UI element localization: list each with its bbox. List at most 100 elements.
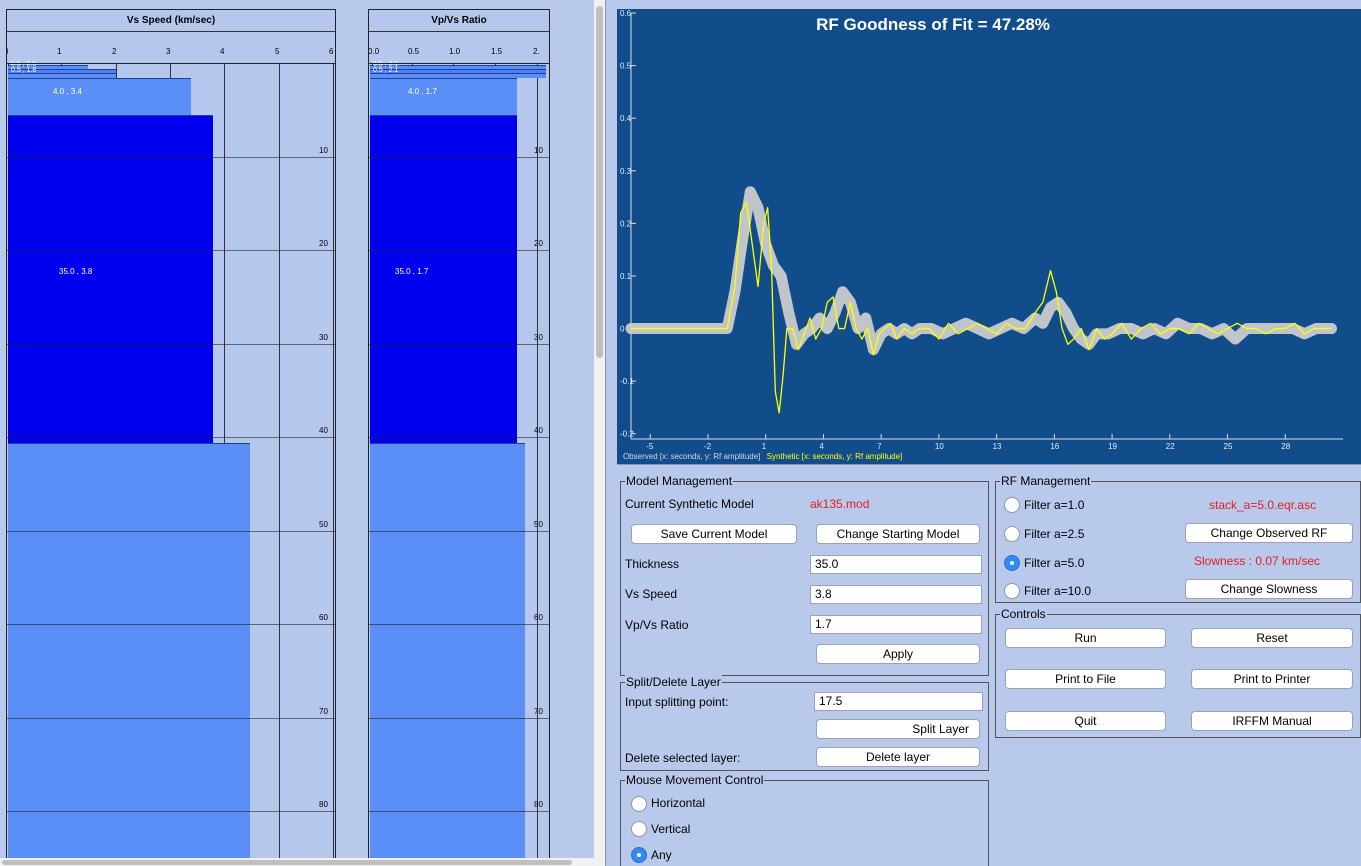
current-model-label: Current Synthetic Model — [625, 497, 754, 511]
depth-tick-label: 80 — [534, 800, 543, 809]
legend-synthetic: Synthetic [x: seconds, y: Rf amplitude] — [766, 452, 903, 461]
depth-grid-line — [369, 437, 549, 438]
y-tick-label: -0.1 — [620, 377, 634, 386]
model-layer[interactable] — [370, 442, 525, 865]
any-radio[interactable] — [631, 847, 647, 863]
any-option-label[interactable]: Any — [651, 848, 672, 862]
x-tick-label: 0.5 — [408, 47, 420, 56]
thin-layer-label: 0.5 , 2.0 — [11, 61, 37, 68]
stack-file-label: stack_a=5.0.eqr.asc — [1209, 498, 1317, 512]
x-tick-label: 6 — [329, 47, 334, 56]
mouse-control-group: Mouse Movement Control Horizontal Vertic… — [620, 773, 989, 866]
x-tick-label: 2 — [112, 47, 117, 56]
depth-tick-label: 70 — [534, 706, 543, 716]
thin-layer-label: 0.5 , 2.1 — [373, 61, 399, 68]
run-button[interactable]: Run — [1005, 628, 1166, 648]
current-model-value: ak135.mod — [810, 497, 870, 511]
vs-speed-field[interactable]: 3.8 — [810, 585, 982, 604]
depth-grid-line — [7, 624, 335, 625]
print-to-file-button[interactable]: Print to File — [1005, 669, 1166, 689]
split-layer-button[interactable]: Split Layer — [816, 719, 980, 739]
depth-grid-line — [7, 437, 335, 438]
vertical-radio[interactable] — [631, 821, 647, 837]
scrollbar-thumb[interactable] — [596, 6, 603, 358]
save-model-button[interactable]: Save Current Model — [631, 524, 797, 544]
depth-tick-label: 20 — [319, 239, 328, 248]
depth-tick-label: 50 — [319, 519, 328, 529]
scrollbar-thumb[interactable] — [2, 860, 572, 865]
model-layer[interactable] — [8, 442, 250, 865]
x-tick-label: 2. — [533, 47, 540, 56]
filter-2-5-radio[interactable] — [1004, 526, 1020, 542]
filter-10-label[interactable]: Filter a=10.0 — [1024, 584, 1092, 598]
depth-tick-label: 10 — [534, 145, 543, 155]
change-starting-model-button[interactable]: Change Starting Model — [816, 524, 980, 544]
splitting-point-field[interactable]: 17.5 — [814, 692, 983, 711]
model-layer[interactable] — [370, 73, 546, 78]
apply-button[interactable]: Apply — [816, 644, 980, 664]
depth-grid-line — [369, 156, 549, 158]
layer-label: 35.0 , 1.7 — [395, 267, 429, 276]
change-slowness-button[interactable]: Change Slowness — [1185, 579, 1353, 599]
thickness-field[interactable]: 35.0 — [810, 555, 982, 574]
x-tick-label: -5 — [646, 442, 654, 451]
depth-tick-label: 70 — [319, 706, 328, 716]
filter-5-radio[interactable] — [1004, 555, 1020, 571]
vs-speed-title: Vs Speed (km/sec) — [7, 10, 335, 32]
horizontal-radio[interactable] — [631, 796, 647, 812]
model-management-group: Model Management Current Synthetic Model… — [620, 474, 989, 676]
split-pane-divider[interactable] — [605, 0, 617, 866]
model-layer[interactable] — [8, 73, 116, 78]
reset-button[interactable]: Reset — [1191, 628, 1353, 648]
depth-grid-line — [7, 250, 335, 251]
x-tick-label: 4 — [819, 442, 824, 451]
filter-10-radio[interactable] — [1004, 583, 1020, 599]
vpvs-ratio-panel[interactable]: Vp/Vs Ratio 0.0 0.5 1.0 1.5 2. 4.0 , 1.7 35.0 … — [368, 9, 550, 866]
x-tick-label: 13 — [993, 442, 1002, 451]
depth-grid-line — [369, 530, 549, 532]
model-layer[interactable] — [8, 115, 213, 443]
model-layer[interactable] — [8, 77, 191, 116]
depth-grid-line — [7, 811, 335, 812]
vs-speed-panel[interactable]: Vs Speed (km/sec) 0 1 2 3 4 5 6 4.0 , 3.4 35.0 ,… — [6, 9, 336, 866]
x-tick-label: 19 — [1108, 442, 1117, 451]
model-layer[interactable] — [370, 64, 546, 69]
vertical-option-label[interactable]: Vertical — [651, 822, 691, 836]
manual-button[interactable]: IRFFM Manual — [1191, 711, 1353, 731]
depth-tick-label: 30 — [534, 332, 543, 342]
depth-grid-line — [369, 343, 549, 345]
x-tick-label: 10 — [935, 442, 944, 451]
quit-button[interactable]: Quit — [1005, 711, 1166, 731]
change-observed-rf-button[interactable]: Change Observed RF — [1185, 523, 1353, 543]
model-layer[interactable] — [8, 64, 88, 69]
model-layer[interactable] — [8, 68, 116, 74]
grid-line — [279, 63, 280, 865]
filter-1-radio[interactable] — [1004, 497, 1020, 513]
model-layer[interactable] — [370, 68, 546, 74]
filter-1-label[interactable]: Filter a=1.0 — [1024, 498, 1085, 512]
filter-5-label[interactable]: Filter a=5.0 — [1024, 556, 1085, 570]
split-delete-title: Split/Delete Layer — [625, 675, 722, 689]
layer-label: 35.0 , 3.8 — [59, 267, 93, 276]
horizontal-option-label[interactable]: Horizontal — [651, 796, 706, 810]
horizontal-scrollbar[interactable] — [0, 858, 594, 866]
rf-plot[interactable]: 0.6 0.5 0.4 0.3 0.2 0.1 0 -0.1 -0.2 -5 -2 1 4 7 10 13 16… — [617, 9, 1361, 464]
x-tick-label: 7 — [877, 442, 882, 451]
vertical-scrollbar[interactable] — [594, 0, 605, 866]
vpvs-ratio-title: Vp/Vs Ratio — [369, 10, 549, 32]
horizontal-split-divider[interactable] — [617, 464, 1361, 472]
model-layer[interactable] — [370, 77, 517, 116]
vpvs-ratio-field[interactable]: 1.7 — [810, 615, 982, 634]
rf-management-group: RF Management Filter a=1.0 Filter a=2.5 … — [995, 474, 1361, 603]
y-tick-label: 0 — [620, 325, 625, 334]
controls-title: Controls — [1000, 607, 1047, 621]
splitting-point-label: Input splitting point: — [625, 695, 729, 709]
split-delete-group: Split/Delete Layer Input splitting point… — [620, 675, 989, 771]
y-tick-label: -0.2 — [620, 430, 634, 439]
filter-2-5-label[interactable]: Filter a=2.5 — [1024, 527, 1085, 541]
model-layer[interactable] — [370, 115, 517, 443]
delete-layer-button[interactable]: Delete layer — [816, 747, 980, 767]
y-tick-label: 0.3 — [620, 167, 632, 176]
thin-layer-label: 0.5 , 1.8 — [11, 67, 37, 74]
print-to-printer-button[interactable]: Print to Printer — [1191, 669, 1353, 689]
